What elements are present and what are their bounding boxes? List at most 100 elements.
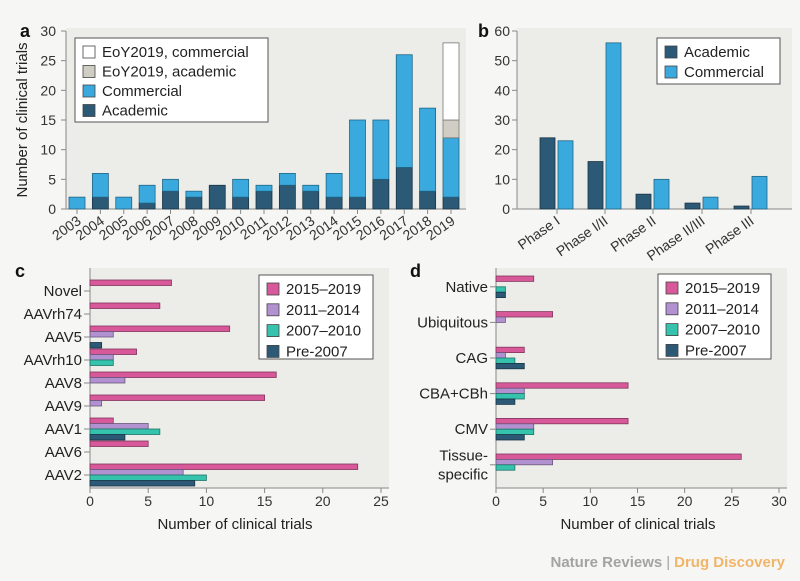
bar-2011-2014-AAV2 xyxy=(89,469,184,476)
x-tick-label: 30 xyxy=(771,493,787,509)
bar-commercial-2011 xyxy=(255,184,273,192)
bar-academic-2006 xyxy=(138,202,156,210)
legend-label: EoY2019, commercial xyxy=(102,44,249,61)
bar-2011-2014-AAV5 xyxy=(89,331,114,338)
bar-2007-2010-AAV1 xyxy=(89,428,161,435)
bar-commercial-2016 xyxy=(372,119,390,180)
legend-label: Academic xyxy=(102,103,168,120)
bar-2007-2010-Tissue-specific xyxy=(495,464,516,471)
legend-swatch xyxy=(82,84,96,98)
x-tick-label: 15 xyxy=(257,493,273,509)
bar-academic-2017 xyxy=(395,167,413,210)
x-axis-label: Number of clinical trials xyxy=(157,516,312,533)
legend-box xyxy=(656,37,781,85)
y-tick-label: 60 xyxy=(494,23,510,39)
bar-2015-2019-Novel xyxy=(89,279,172,286)
bar-commercial-2015 xyxy=(349,119,366,198)
x-tick-label: Phase III xyxy=(702,212,756,257)
bar-commercial-Phase-II xyxy=(653,178,670,210)
y-tick-label: 25 xyxy=(40,53,56,69)
y-tick-label: specific xyxy=(438,466,489,483)
y-tick-label: 15 xyxy=(40,112,56,128)
legend-label: EoY2019, academic xyxy=(102,64,237,81)
y-tick-label: 20 xyxy=(40,82,56,98)
bar-academic-2008 xyxy=(185,196,203,210)
y-tick-label: CAG xyxy=(455,350,488,367)
y-axis-label: Number of clinical trials xyxy=(14,42,31,197)
panel-letter-d: d xyxy=(410,261,421,281)
y-tick-label: 0 xyxy=(502,201,510,217)
bar-2015-2019-AAV2 xyxy=(89,463,359,470)
bar-pre-2007-CMV xyxy=(495,434,525,441)
x-tick-label: 25 xyxy=(373,493,389,509)
legend-label: Academic xyxy=(684,44,750,61)
bar-pre-2007-CAG xyxy=(495,362,525,370)
y-tick-label: AAV2 xyxy=(45,467,82,484)
legend-label: 2007–2010 xyxy=(286,323,361,340)
bar-academic-Phase-III xyxy=(733,205,750,210)
y-tick-label: 40 xyxy=(494,82,510,98)
y-tick-label: 5 xyxy=(48,171,56,187)
bar-academic-Phase-I xyxy=(539,137,556,210)
bar-2015-2019-AAV1 xyxy=(89,417,114,424)
y-tick-label: CMV xyxy=(455,421,488,438)
y-tick-label: 30 xyxy=(40,23,56,39)
bar-2011-2014-Tissue-specific xyxy=(495,458,553,466)
bar-2011-2014-CBA-CBh xyxy=(495,387,525,395)
y-tick-label: AAV9 xyxy=(45,398,82,415)
bar-eoy2019-academic-2019 xyxy=(442,119,460,139)
bar-commercial-2008 xyxy=(185,190,203,198)
bar-commercial-Phase-II-III xyxy=(702,196,719,210)
bar-commercial-2019 xyxy=(442,137,460,198)
legend-label: 2011–2014 xyxy=(685,301,759,318)
bar-2011-2014-AAVrh10 xyxy=(89,354,114,361)
legend-d: 2015–2019 2011–2014 2007–2010 Pre-2007 xyxy=(657,273,772,360)
bar-academic-2014 xyxy=(325,196,343,210)
legend-label: Commercial xyxy=(102,83,182,100)
bar-2015-2019-AAV6 xyxy=(89,440,149,447)
journal-title: Drug Discovery xyxy=(674,554,786,571)
bar-2007-2010-AAVrh10 xyxy=(89,359,114,366)
x-tick-label: 10 xyxy=(199,493,215,509)
y-tick-label: AAVrh74 xyxy=(24,306,82,323)
panel-letter-a: a xyxy=(20,21,31,41)
bar-academic-2010 xyxy=(232,196,250,210)
bar-2015-2019-AAV5 xyxy=(89,325,231,332)
bar-2011-2014-CMV xyxy=(495,423,535,430)
bar-2015-2019-CMV xyxy=(495,417,629,425)
y-tick-label: 10 xyxy=(494,171,510,187)
legend-b: Academic Commercial xyxy=(656,37,781,85)
legend-c: 2015–2019 2011–2014 2007–2010 Pre-2007 xyxy=(258,274,374,360)
bar-2007-2010-Native xyxy=(495,286,506,293)
y-tick-label: Novel xyxy=(44,283,82,300)
legend-label: 2015–2019 xyxy=(685,280,760,297)
y-tick-label: AAV5 xyxy=(45,329,82,346)
bar-academic-Phase-II-III xyxy=(684,202,701,210)
x-axis-label: Number of clinical trials xyxy=(560,516,715,533)
bar-academic-2004 xyxy=(91,196,109,210)
y-tick-label: AAVrh10 xyxy=(24,352,82,369)
journal-separator: | xyxy=(666,554,670,571)
bar-2015-2019-Ubiquitous xyxy=(495,311,553,318)
panel-letter-b: b xyxy=(478,21,489,41)
bar-pre-2007-AAV1 xyxy=(89,434,126,441)
bar-2015-2019-AAVrh74 xyxy=(89,302,161,309)
bar-2011-2014-AAV1 xyxy=(89,423,149,430)
x-tick-label: 5 xyxy=(539,493,547,509)
bar-commercial-2017 xyxy=(395,54,413,168)
legend-swatch xyxy=(82,45,96,59)
bar-academic-2018 xyxy=(419,190,437,210)
bar-academic-Phase-II xyxy=(635,193,652,210)
legend-swatch xyxy=(665,343,679,357)
legend-swatch xyxy=(665,281,679,295)
journal-credit: Nature Reviews | Drug Discovery xyxy=(551,554,786,571)
bar-pre-2007-AAV5 xyxy=(89,342,103,349)
legend-swatch xyxy=(82,104,96,117)
bar-academic-2019 xyxy=(442,196,460,210)
bar-commercial-2013 xyxy=(302,184,320,192)
legend-swatch xyxy=(266,344,280,358)
bar-2011-2014-Ubiquitous xyxy=(495,316,506,323)
x-tick-label: 20 xyxy=(315,493,331,509)
bar-2015-2019-Tissue-specific xyxy=(495,453,742,460)
